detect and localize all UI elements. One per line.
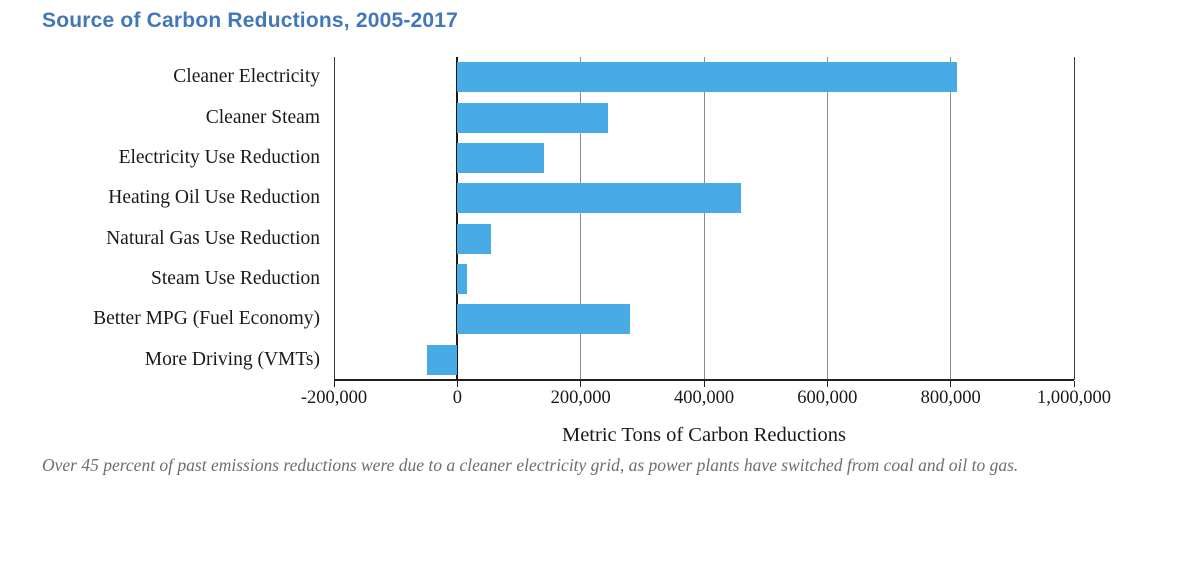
x-axis-tickmark [826,381,828,387]
gridline [950,57,952,380]
bar [457,264,467,295]
category-label: Electricity Use Reduction [118,146,320,168]
x-axis-tick-label: 1,000,000 [1037,388,1111,408]
x-axis-tick-label: 400,000 [673,388,735,408]
x-axis-tick-label: 600,000 [797,388,858,408]
x-axis-title: Metric Tons of Carbon Reductions [561,424,846,446]
gridline [333,57,335,380]
x-axis-tick-label: 200,000 [550,388,611,408]
zero-gridline [456,57,459,380]
category-label: Cleaner Steam [205,106,320,128]
x-axis-tickmark [703,381,705,387]
bar [457,142,544,173]
x-axis-tick-labels: -200,000 0 200,000 400,000 600,000 800,000 1,0… [301,388,1111,412]
x-axis-tick-label: -200,000 [300,388,368,408]
category-label: Steam Use Reduction [151,268,320,290]
x-axis-line [334,379,1074,381]
category-label-column: Cleaner Electricity Cleaner Steam Electric… [0,57,326,380]
plot-area [333,57,1075,387]
chart-title: Source of Carbon Reductions, 2005-2017 [42,9,459,32]
gridline [1073,57,1075,380]
bar [457,223,492,254]
category-label: More Driving (VMTs) [144,348,320,370]
gridline [703,57,705,380]
bar [457,304,630,335]
x-axis-tickmark [456,381,458,387]
category-label: Better MPG (Fuel Economy) [93,308,320,330]
x-axis-tickmark [580,381,582,387]
bar [457,102,609,133]
bar [426,344,458,375]
x-axis-tickmark [1073,381,1075,387]
x-axis-tickmark [950,381,952,387]
x-axis-tick-label: 800,000 [920,388,981,408]
x-axis-tickmark [333,381,335,387]
bar [457,62,957,93]
chart-caption: Over 45 percent of past emissions reduct… [42,455,1019,475]
gridline [580,57,582,380]
category-label: Cleaner Electricity [173,66,320,88]
x-axis-tick-label: 0 [452,388,462,408]
category-label: Natural Gas Use Reduction [106,227,320,249]
bar [457,183,741,214]
category-label: Heating Oil Use Reduction [108,187,320,209]
gridline [826,57,828,380]
